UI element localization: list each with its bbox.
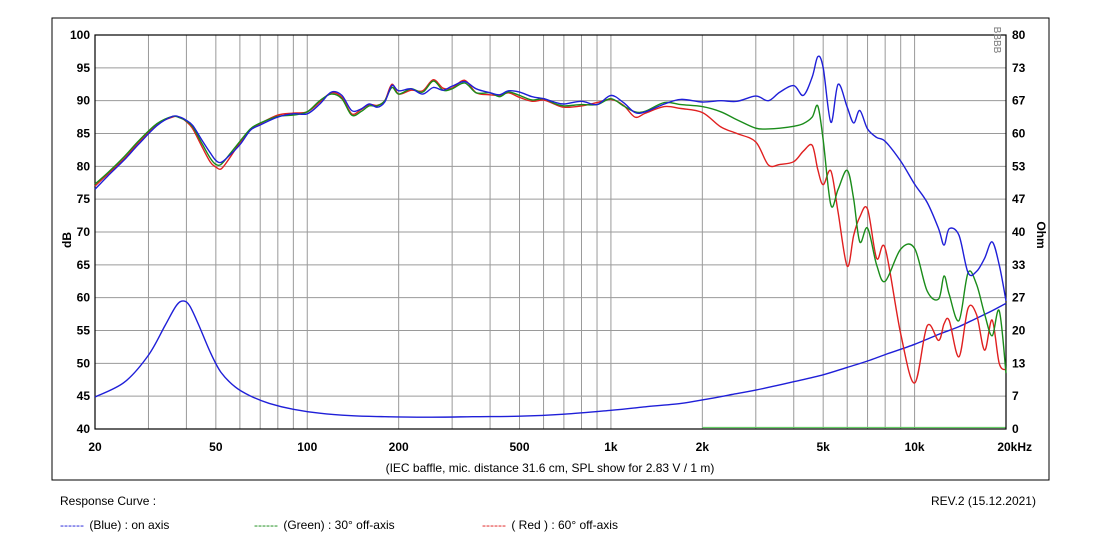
x-tick-label: 1k [604, 440, 618, 454]
legend-label-red: ( Red ) : 60° off-axis [511, 518, 618, 532]
y2-tick-label: 40 [1012, 225, 1026, 239]
y-tick-label: 55 [77, 324, 91, 338]
y2-tick-label: 53 [1012, 159, 1026, 173]
legend-entry-green: ------ (Green) : 30° off-axis [254, 518, 395, 532]
legend-label-blue: (Blue) : on axis [89, 518, 170, 532]
legend-entry-red: ------ ( Red ) : 60° off-axis [482, 518, 618, 532]
y-tick-label: 80 [77, 159, 91, 173]
measurement-note: (IEC baffle, mic. distance 31.6 cm, SPL … [386, 461, 715, 475]
impedance-curve [94, 300, 1007, 418]
y-tick-label: 100 [70, 28, 90, 42]
y2-tick-label: 67 [1012, 94, 1026, 108]
y2-axis-title: Ohm [1034, 221, 1048, 248]
y2-tick-label: 33 [1012, 258, 1026, 272]
y-tick-label: 65 [77, 258, 91, 272]
y2-tick-label: 60 [1012, 127, 1026, 141]
series-layer [94, 55, 1007, 418]
y2-tick-label: 73 [1012, 61, 1026, 75]
y-tick-label: 90 [77, 94, 91, 108]
y-axis-title: dB [60, 232, 74, 248]
blue-on-axis-curve [94, 55, 1007, 302]
y2-tick-label: 20 [1012, 324, 1026, 338]
y-tick-label: 45 [77, 389, 91, 403]
y-tick-label: 40 [77, 422, 91, 436]
legend-label-green: (Green) : 30° off-axis [283, 518, 395, 532]
watermark-logo: BBBB [991, 27, 1002, 54]
red-60deg-curve [94, 79, 1007, 384]
y-tick-label: 95 [77, 61, 91, 75]
y-tick-label: 50 [77, 356, 91, 370]
legend-swatch-green: ------ [254, 518, 278, 532]
x-tick-label: 2k [696, 440, 710, 454]
y-tick-label: 60 [77, 291, 91, 305]
x-tick-label: 100 [297, 440, 317, 454]
y2-tick-label: 80 [1012, 28, 1026, 42]
y2-tick-label: 13 [1012, 356, 1026, 370]
legend-entry-blue: ------ (Blue) : on axis [60, 518, 169, 532]
x-tick-label: 20 [88, 440, 102, 454]
x-tick-label: 50 [209, 440, 223, 454]
x-tick-label: 500 [509, 440, 529, 454]
outer-frame [51, 17, 1050, 481]
legend-swatch-blue: ------ [60, 518, 84, 532]
y2-tick-label: 27 [1012, 291, 1026, 305]
x-tick-label: 20kHz [997, 440, 1032, 454]
tick-labels: 1009590858075706560555045408073676053474… [70, 28, 1032, 454]
revision-label: REV.2 (15.12.2021) [931, 494, 1036, 508]
y2-tick-label: 0 [1012, 422, 1019, 436]
y-tick-label: 85 [77, 127, 91, 141]
y-tick-label: 75 [77, 192, 91, 206]
x-tick-label: 200 [389, 440, 409, 454]
y2-tick-label: 7 [1012, 389, 1019, 403]
legend-heading: Response Curve : [60, 494, 157, 508]
x-tick-label: 10k [905, 440, 925, 454]
x-tick-label: 5k [816, 440, 830, 454]
y2-tick-label: 47 [1012, 192, 1026, 206]
legend-swatch-red: ------ [482, 518, 506, 532]
plot-area-border [94, 34, 1007, 430]
y-tick-label: 70 [77, 225, 91, 239]
